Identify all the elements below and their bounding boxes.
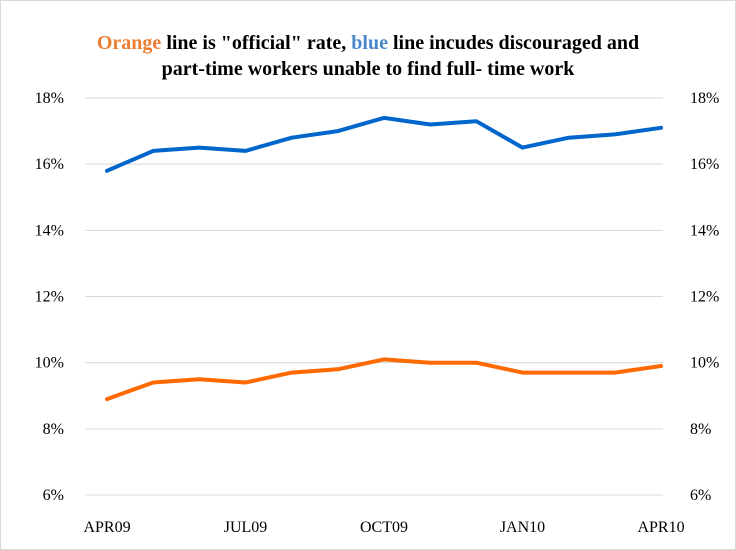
- y-tick-label-left: 12%: [35, 289, 64, 306]
- y-tick-label-left: 18%: [35, 90, 64, 107]
- title-text-b: line incudes discouraged and: [387, 32, 640, 54]
- y-tick-label-left: 14%: [35, 222, 64, 239]
- x-tick-label: APR09: [83, 519, 130, 536]
- y-tick-label-right: 16%: [690, 156, 719, 173]
- series-lines: [105, 115, 663, 402]
- gridlines: [85, 97, 663, 496]
- title-orange-word: Orange: [96, 32, 162, 54]
- y-tick-label-left: 8%: [43, 421, 64, 438]
- x-tick-label: JAN10: [500, 519, 545, 536]
- y-tick-label-right: 8%: [690, 421, 711, 438]
- y-axis-left: 6% 8% 10% 12% 14% 16% 18%: [35, 90, 64, 504]
- x-tick-label: APR10: [637, 519, 684, 536]
- x-tick-label: OCT09: [360, 519, 408, 536]
- x-axis: APR09 JUL09 OCT09 JAN10 APR10: [83, 519, 684, 536]
- y-tick-label-right: 12%: [690, 289, 719, 306]
- series-line-1: [105, 357, 663, 402]
- chart-title-line-2: part-time workers unable to find full- t…: [161, 58, 575, 80]
- title-blue-word: blue: [351, 32, 388, 54]
- y-tick-label-right: 10%: [690, 355, 719, 372]
- y-tick-label-right: 18%: [690, 90, 719, 107]
- y-tick-label-left: 6%: [43, 487, 64, 504]
- series-line-0: [105, 115, 663, 173]
- y-tick-label-right: 6%: [690, 487, 711, 504]
- x-tick-label: JUL09: [224, 519, 268, 536]
- y-tick-label-right: 14%: [690, 222, 719, 239]
- title-text-a: line is "official" rate,: [161, 32, 352, 54]
- y-tick-label-left: 10%: [35, 355, 64, 372]
- chart-title: Orange line is "official" rate, blue lin…: [0, 30, 736, 82]
- y-axis-right: 6% 8% 10% 12% 14% 16% 18%: [690, 90, 719, 504]
- chart-title-line-1: Orange line is "official" rate, blue lin…: [0, 30, 736, 56]
- y-tick-label-left: 16%: [35, 156, 64, 173]
